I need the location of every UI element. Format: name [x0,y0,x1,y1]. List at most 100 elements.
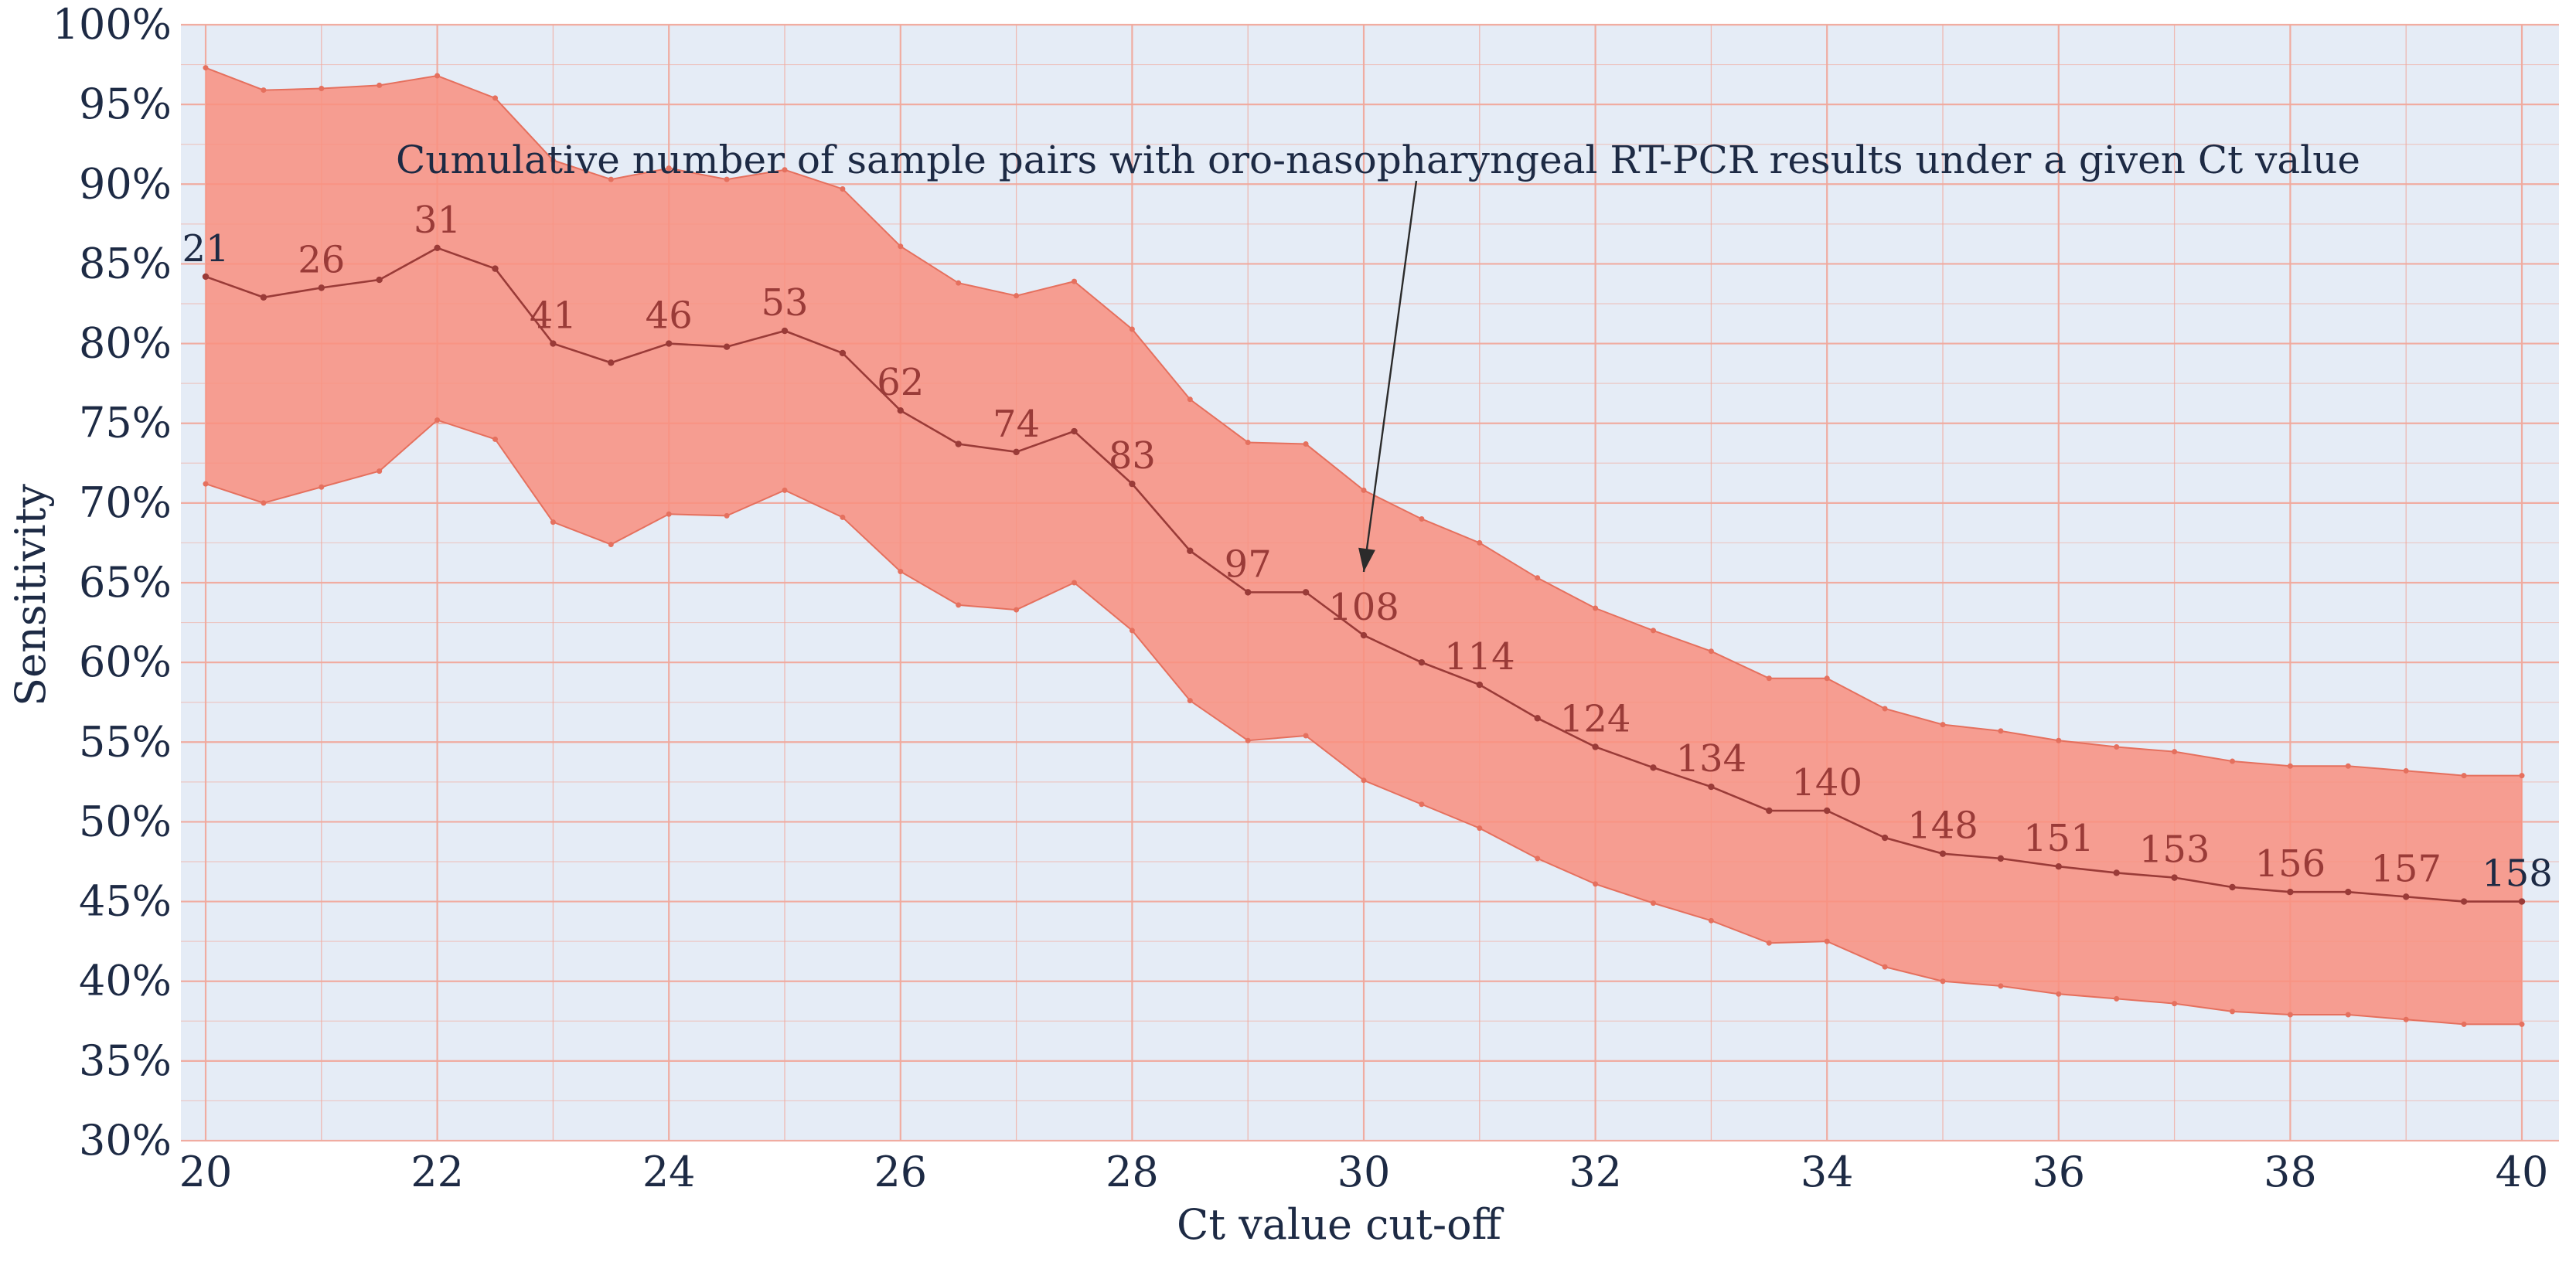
ci-lower-point [1014,607,1020,613]
ci-lower-point [2345,1012,2351,1018]
sensitivity-point [1129,480,1136,488]
ci-upper-point [1766,675,1772,682]
ci-upper-point [666,165,672,172]
ci-lower-point [2114,995,2120,1002]
ci-lower-point [492,436,498,442]
ci-lower-point [1940,978,1946,985]
sensitivity-point [781,327,789,335]
sensitivity-point [376,276,383,284]
count-label: 114 [1444,635,1515,679]
ci-upper-point [956,280,962,286]
x-tick-label: 24 [642,1148,696,1196]
ci-upper-point [1535,575,1541,581]
sensitivity-point [1418,658,1426,666]
x-tick-label: 30 [1337,1148,1391,1196]
count-label: 124 [1560,697,1631,740]
sensitivity-point [2055,862,2062,870]
ci-lower-point [1651,900,1656,907]
confidence-band [203,65,2525,1027]
ci-lower-point [1477,825,1483,832]
y-tick-label: 85% [79,239,172,287]
count-label: 153 [2139,828,2210,872]
sensitivity-series [202,244,2526,905]
count-label: 108 [1328,586,1399,629]
ci-lower-point [898,569,904,575]
ci-lower-point [2230,1009,2235,1015]
sensitivity-point [955,441,962,447]
ci-lower-point [1708,917,1714,924]
ci-lower-point [1998,983,2004,989]
ci-lower-point [261,500,267,506]
count-label: 148 [1907,804,1978,848]
ci-lower-point [1187,698,1193,704]
ci-upper-point [1708,648,1714,655]
ci-lower-point [1129,628,1135,634]
ci-upper-point [434,73,441,79]
sensitivity-point [1592,743,1599,750]
ci-lower-point [2287,1012,2293,1018]
ci-upper-point [261,87,267,94]
ci-upper-point [1651,628,1656,634]
ci-upper-point [2519,773,2525,779]
ci-upper-point [1303,441,1309,447]
sensitivity-point [2403,893,2410,900]
ci-upper-point [840,185,846,192]
x-tick-label: 36 [2032,1148,2085,1196]
annotation: Cumulative number of sample pairs with o… [396,138,2360,573]
sensitivity-point [1824,807,1831,815]
count-label: 74 [993,403,1040,446]
ci-upper-point [2461,773,2467,779]
ci-upper-point [2230,758,2235,764]
ci-upper-point [2114,743,2120,750]
y-tick-label: 65% [79,558,172,607]
ci-upper-point [1419,515,1425,522]
sensitivity-point [1302,589,1310,596]
count-label: 134 [1676,737,1747,781]
ci-lower-point [203,481,209,487]
ci-lower-point [1419,801,1425,808]
sensitivity-point [1013,448,1020,456]
count-label: 158 [2482,852,2553,896]
ci-upper-point [1187,396,1193,403]
ci-upper-point [898,243,904,250]
sensitivity-point [2287,888,2294,896]
sensitivity-point [839,349,847,357]
ci-lower-point [1593,881,1599,887]
ci-lower-point [2461,1021,2467,1027]
sensitivity-point [2113,869,2120,876]
x-axis-ticks: 20 22 24 26 28 30 32 34 36 38 40 [179,1148,2549,1196]
annotation-text: Cumulative number of sample pairs with o… [396,138,2360,182]
ci-upper-point [2172,749,2178,755]
ci-lower-point [1535,856,1541,862]
annotation-arrow-head [1358,547,1375,572]
y-tick-label: 35% [79,1036,172,1085]
x-tick-label: 20 [179,1148,233,1196]
ci-upper-point [1998,728,2004,734]
sensitivity-point [434,244,441,251]
ci-upper-point [1361,487,1367,493]
ci-upper-point [319,86,325,92]
x-tick-label: 34 [1801,1148,1854,1196]
count-label: 97 [1225,543,1272,586]
y-axis-title: Sensitivity [6,484,55,706]
ci-upper-point [1245,439,1251,445]
sensitivity-point [550,340,557,347]
ci-upper-point [1477,539,1483,546]
ci-upper-point [608,176,614,182]
count-label: 157 [2370,847,2441,890]
count-label: 53 [761,281,808,325]
sensitivity-point [1997,855,2005,862]
ci-upper-point [1014,293,1020,299]
sensitivity-point [1766,807,1773,815]
y-tick-label: 45% [79,877,172,926]
count-label: 83 [1109,434,1156,478]
x-tick-label: 28 [1106,1148,1159,1196]
y-tick-label: 30% [79,1116,172,1165]
sensitivity-point [2345,888,2352,896]
y-tick-label: 95% [79,80,172,128]
sensitivity-point [1476,681,1484,689]
x-tick-label: 26 [874,1148,927,1196]
ci-upper-point [724,176,730,182]
count-label: 140 [1791,761,1862,804]
